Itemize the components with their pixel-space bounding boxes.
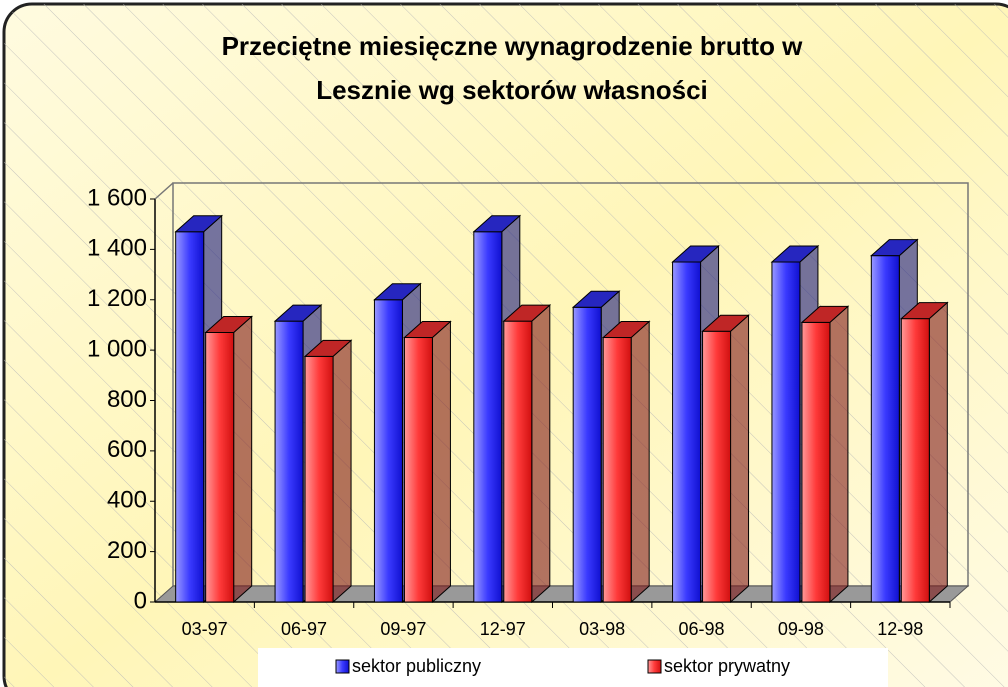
bar-top xyxy=(472,215,522,233)
bar xyxy=(373,299,403,603)
bar xyxy=(672,261,702,603)
bar xyxy=(702,330,732,603)
chart-title: Przeciętne miesięczne wynagrodzenie brut… xyxy=(222,31,804,61)
bar-top xyxy=(601,321,651,339)
bar-side xyxy=(829,305,849,604)
x-tick-label: 09-98 xyxy=(778,619,824,639)
legend-label: sektor publiczny xyxy=(352,656,481,676)
y-tick-label: 800 xyxy=(107,386,147,413)
bar xyxy=(572,306,602,603)
bar-top xyxy=(403,321,452,339)
y-tick-label: 0 xyxy=(134,587,147,614)
bar xyxy=(274,320,304,603)
bar-top xyxy=(701,314,750,332)
bar xyxy=(503,320,533,603)
bar-top xyxy=(373,283,422,301)
y-tick-label: 1 000 xyxy=(87,335,147,362)
legend xyxy=(258,648,888,687)
bar xyxy=(900,318,930,603)
bar xyxy=(304,355,334,603)
bar xyxy=(175,231,205,603)
bar xyxy=(205,331,235,603)
bar-side xyxy=(630,320,650,604)
bar-top xyxy=(174,215,224,233)
x-tick-label: 12-98 xyxy=(877,619,923,639)
bar-side xyxy=(531,304,551,604)
bar-side xyxy=(332,339,352,604)
bar-top xyxy=(571,290,621,308)
side-wall xyxy=(154,182,174,200)
legend-swatch xyxy=(335,659,350,674)
x-tick-label: 12-97 xyxy=(480,619,526,639)
y-tick-label: 600 xyxy=(107,436,147,463)
bar xyxy=(473,231,503,603)
bar-top xyxy=(671,245,720,263)
bar-top xyxy=(502,304,552,322)
chart-title: Lesznie wg sektorów własności xyxy=(316,75,708,105)
x-tick-label: 09-97 xyxy=(380,619,426,639)
y-tick-label: 200 xyxy=(107,537,147,564)
bar xyxy=(403,337,433,603)
bar-top xyxy=(273,304,323,322)
bar-side xyxy=(730,314,750,604)
bar-side xyxy=(233,315,253,604)
bar-top xyxy=(303,339,353,357)
x-tick-label: 06-98 xyxy=(679,619,725,639)
x-tick-label: 06-97 xyxy=(281,619,327,639)
bar-side xyxy=(928,301,948,604)
bar-top xyxy=(204,315,254,333)
x-tick-label: 03-98 xyxy=(579,619,625,639)
y-tick-label: 1 400 xyxy=(87,235,147,262)
legend-swatch xyxy=(647,659,662,674)
bar-top xyxy=(800,305,850,323)
y-tick-label: 1 600 xyxy=(87,184,147,211)
bar xyxy=(801,321,831,603)
bar-top xyxy=(899,302,949,320)
bar-side xyxy=(431,320,451,604)
bar-top xyxy=(770,245,820,263)
x-tick-label: 03-97 xyxy=(182,619,228,639)
y-tick-label: 1 200 xyxy=(87,285,147,312)
bar xyxy=(870,255,900,603)
legend-label: sektor prywatny xyxy=(664,656,790,676)
bar xyxy=(771,261,801,603)
y-tick-label: 400 xyxy=(107,487,147,514)
bar-top xyxy=(869,239,919,257)
bar xyxy=(602,337,632,603)
